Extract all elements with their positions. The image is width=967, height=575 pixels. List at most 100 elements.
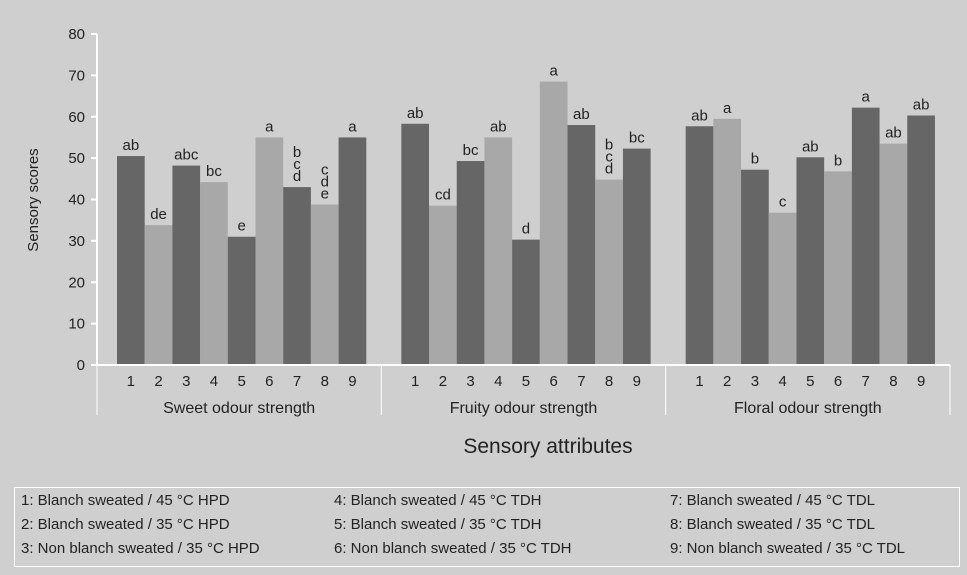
- legend-item-2: 2: Blanch sweated / 35 °C HPD: [21, 516, 230, 533]
- bar: [796, 157, 825, 365]
- significance-letter: ab: [691, 107, 708, 124]
- bar: [713, 118, 742, 365]
- significance-letter: b: [751, 151, 759, 168]
- bar: [907, 115, 935, 365]
- significance-letter: d: [522, 221, 530, 238]
- significance-letter: bc: [206, 163, 222, 180]
- bar: [512, 239, 540, 365]
- x-tick-label: 6: [550, 373, 558, 390]
- significance-letter: c: [605, 149, 613, 166]
- x-axis-label: Sensory attributes: [463, 435, 632, 458]
- legend-item-9: 9: Non blanch sweated / 35 °C TDL: [670, 540, 906, 557]
- x-tick-label: 9: [917, 373, 925, 390]
- significance-letter: de: [150, 206, 167, 223]
- y-tick-label: 0: [77, 357, 85, 374]
- legend-item-1: 1: Blanch sweated / 45 °C HPD: [21, 492, 230, 509]
- x-tick-label: 6: [834, 373, 842, 390]
- x-tick-label: 3: [466, 373, 474, 390]
- x-tick-label: 5: [522, 373, 530, 390]
- x-axis: 1 2 3 4 5 6 7 8 9 Sweet odour strength 1 2 3 4 5 6 7 8 9 Fr…: [96, 364, 951, 417]
- bar: [622, 148, 651, 365]
- bar: [401, 123, 430, 365]
- x-tick-label: 6: [265, 373, 273, 390]
- significance-letter: a: [862, 89, 871, 106]
- bar: [851, 107, 880, 366]
- significance-letter: b: [605, 137, 613, 154]
- bar: [283, 187, 311, 365]
- significance-letter: b: [293, 144, 301, 161]
- y-tick-label: 80: [68, 26, 85, 43]
- bar: [824, 171, 852, 365]
- bar: [255, 137, 284, 365]
- legend-item-5: 5: Blanch sweated / 35 °C TDH: [334, 516, 542, 533]
- bar: [741, 169, 769, 365]
- bar: [172, 165, 201, 365]
- bar: [144, 225, 173, 365]
- x-tick-label: 1: [127, 373, 135, 390]
- bar: [200, 182, 228, 365]
- x-tick-label: 1: [695, 373, 703, 390]
- x-tick-label: 5: [237, 373, 245, 390]
- significance-letter: c: [779, 194, 787, 211]
- significance-letter: ab: [885, 125, 902, 142]
- x-tick-label: 9: [633, 373, 641, 390]
- y-tick-label: 50: [68, 150, 85, 167]
- x-tick-label: 9: [348, 373, 356, 390]
- x-tick-label: 5: [806, 373, 814, 390]
- y-tick-label: 20: [68, 274, 85, 291]
- bar: [429, 205, 457, 365]
- category-label: Fruity odour strength: [450, 400, 598, 417]
- x-tick-label: 4: [494, 373, 502, 390]
- significance-letter: e: [237, 218, 245, 235]
- x-tick-label: 2: [439, 373, 447, 390]
- significance-letter: d: [293, 168, 301, 185]
- legend: 1: Blanch sweated / 45 °C HPD 2: Blanch …: [14, 487, 960, 567]
- x-tick-label: 2: [723, 373, 731, 390]
- category-label: Sweet odour strength: [163, 400, 315, 417]
- bar: [484, 137, 513, 365]
- x-tick-label: 2: [154, 373, 162, 390]
- x-tick-label: 3: [751, 373, 759, 390]
- significance-letter: a: [348, 118, 357, 135]
- x-tick-label: 1: [411, 373, 419, 390]
- significance-letter: ab: [573, 106, 590, 123]
- legend-item-4: 4: Blanch sweated / 45 °C TDH: [334, 492, 542, 509]
- bar: [595, 179, 623, 365]
- bar: [117, 156, 145, 365]
- y-tick-label: 10: [68, 316, 85, 333]
- significance-letter: abc: [174, 147, 199, 164]
- significance-letter: a: [723, 100, 732, 117]
- x-tick-label: 7: [293, 373, 301, 390]
- bar: [539, 81, 568, 366]
- bars: [117, 81, 935, 366]
- significance-letter: d: [605, 161, 613, 178]
- significance-letter: ab: [407, 105, 424, 122]
- significance-letter: cd: [435, 187, 451, 204]
- x-tick-label: 7: [862, 373, 870, 390]
- bar: [456, 161, 485, 365]
- significance-letter: ab: [123, 137, 140, 154]
- y-tick-label: 70: [68, 67, 85, 84]
- significance-letter: c: [321, 161, 329, 178]
- bar: [310, 204, 339, 365]
- bar: [685, 126, 714, 365]
- significance-letter: a: [550, 63, 559, 80]
- significance-letter: ab: [913, 97, 930, 114]
- bar: [879, 143, 908, 365]
- bar: [227, 236, 256, 365]
- bar: [768, 212, 797, 365]
- bar: [338, 137, 367, 365]
- x-tick-label: 3: [182, 373, 190, 390]
- x-tick-label: 8: [605, 373, 613, 390]
- significance-letter: bc: [629, 130, 645, 147]
- y-tick-label: 40: [68, 192, 85, 209]
- significance-letter: ab: [490, 118, 507, 135]
- x-tick-label: 7: [577, 373, 585, 390]
- bar: [567, 125, 596, 366]
- significance-letter: e: [321, 185, 329, 202]
- significance-letter: c: [293, 156, 301, 173]
- x-tick-label: 4: [210, 373, 218, 390]
- category-label: Floral odour strength: [734, 400, 882, 417]
- significance-letter: bc: [463, 142, 479, 159]
